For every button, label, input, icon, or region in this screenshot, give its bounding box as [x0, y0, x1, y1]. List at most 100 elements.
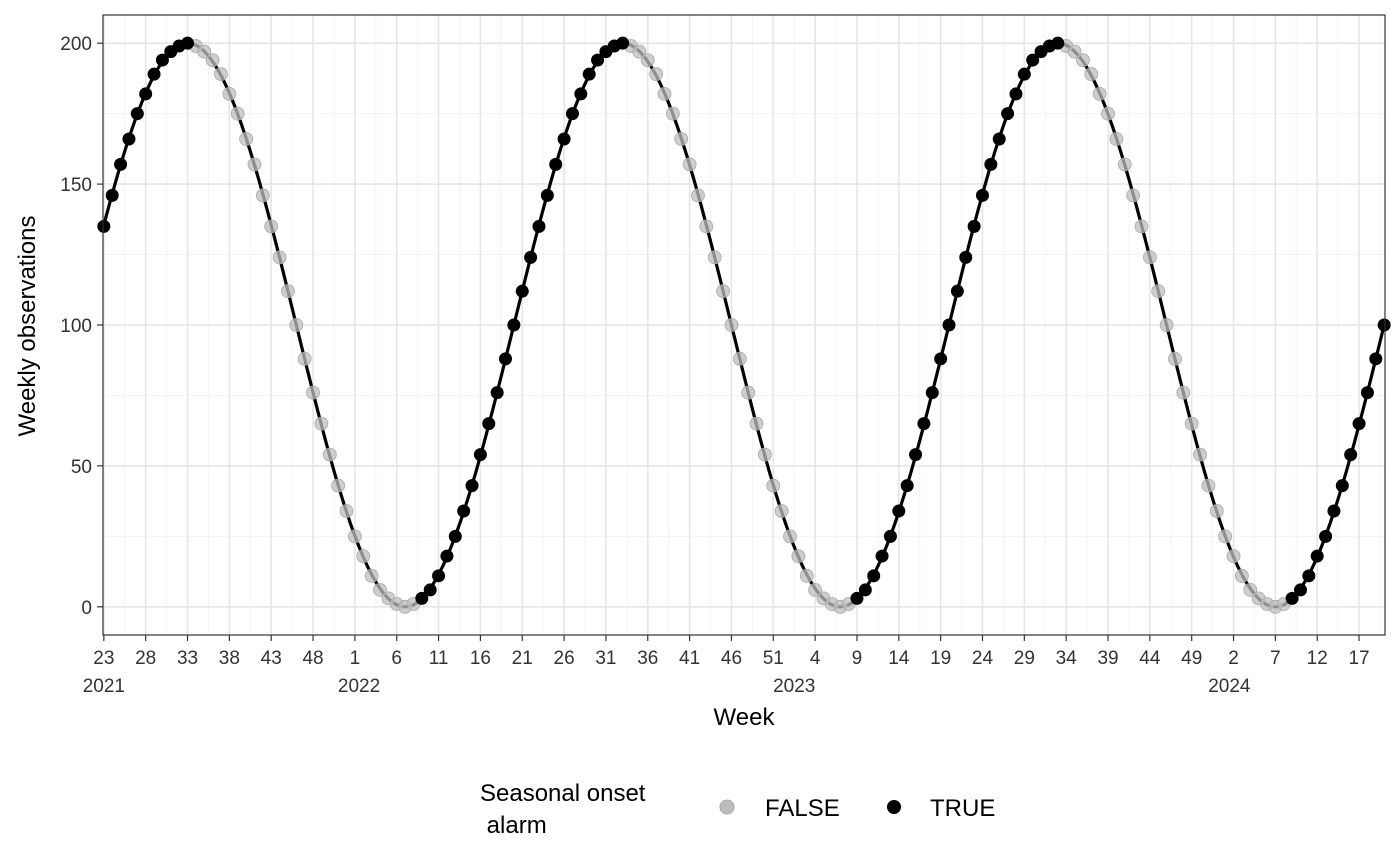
- x-tick-label: 29: [1014, 648, 1035, 669]
- point-alarm-false: [1159, 318, 1174, 332]
- x-tick-label: 44: [1139, 648, 1161, 669]
- point-alarm-false: [1235, 568, 1249, 583]
- point-alarm-false: [1184, 416, 1199, 431]
- point-alarm-true: [850, 591, 864, 605]
- y-tick-label: 0: [81, 598, 92, 619]
- point-alarm-true: [515, 284, 529, 298]
- point-alarm-false: [1209, 504, 1224, 518]
- x-tick-label: 49: [1181, 648, 1202, 669]
- point-alarm-true: [900, 479, 914, 493]
- point-alarm-false: [1243, 583, 1258, 597]
- point-alarm-true: [1026, 53, 1040, 67]
- y-tick-label: 200: [60, 34, 92, 55]
- legend: Seasonal onset alarm FALSE TRUE: [480, 780, 995, 839]
- point-alarm-false: [281, 284, 295, 299]
- point-alarm-false: [774, 504, 789, 518]
- point-alarm-false: [657, 87, 672, 101]
- point-alarm-false: [1101, 106, 1115, 121]
- x-tick-label: 46: [721, 648, 742, 669]
- point-alarm-true: [616, 36, 630, 50]
- point-alarm-false: [255, 188, 270, 203]
- point-alarm-true: [934, 352, 948, 366]
- point-alarm-true: [1377, 318, 1391, 332]
- x-tick-label: 51: [763, 648, 784, 669]
- point-alarm-false: [297, 351, 312, 366]
- x-tick-label: 36: [637, 648, 658, 669]
- point-alarm-true: [130, 107, 144, 121]
- legend-title-line-2: alarm: [480, 812, 547, 839]
- point-alarm-false: [808, 583, 823, 597]
- point-alarm-false: [682, 157, 697, 172]
- point-alarm-true: [992, 132, 1006, 146]
- point-alarm-false: [364, 568, 379, 583]
- point-alarm-false: [799, 568, 814, 583]
- point-alarm-true: [549, 157, 563, 171]
- point-alarm-true: [423, 583, 437, 597]
- point-alarm-false: [783, 529, 797, 544]
- point-alarm-true: [917, 417, 931, 431]
- x-tick-label: 39: [1097, 648, 1118, 669]
- point-alarm-true: [1293, 583, 1307, 597]
- point-alarm-false: [306, 385, 320, 400]
- point-alarm-false: [665, 106, 680, 121]
- point-alarm-true: [524, 250, 538, 264]
- point-alarm-true: [1001, 107, 1015, 121]
- fitted-curve-layer: [102, 41, 1386, 609]
- point-alarm-false: [214, 67, 228, 82]
- point-alarm-true: [499, 352, 513, 366]
- point-alarm-true: [1310, 549, 1324, 563]
- point-alarm-false: [716, 284, 730, 299]
- point-alarm-false: [1168, 351, 1182, 366]
- point-alarm-false: [1142, 250, 1157, 265]
- point-alarm-false: [1117, 157, 1132, 172]
- x-tick-label: 9: [852, 648, 863, 669]
- point-alarm-true: [507, 318, 521, 332]
- point-alarm-false: [1218, 529, 1233, 544]
- point-alarm-false: [1076, 53, 1090, 67]
- x-tick-label: 26: [554, 648, 575, 669]
- point-alarm-false: [373, 583, 387, 597]
- point-alarm-false: [230, 106, 245, 121]
- point-alarm-false: [339, 504, 354, 518]
- x-tick-label: 41: [679, 648, 700, 669]
- point-alarm-false: [205, 53, 220, 67]
- x-tick-label: 7: [1270, 648, 1281, 669]
- x-tick-label: 14: [888, 648, 910, 669]
- point-alarm-false: [1092, 87, 1107, 101]
- point-alarm-false: [1126, 188, 1141, 203]
- point-alarm-false: [1226, 549, 1241, 563]
- x-tick-label: 4: [810, 648, 821, 669]
- point-alarm-false: [632, 44, 647, 59]
- y-axis: 0 50 100 150 200: [60, 34, 103, 619]
- point-alarm-false: [264, 219, 279, 234]
- x-tick-label: 28: [135, 648, 156, 669]
- point-alarm-true: [975, 188, 989, 202]
- y-tick-label: 150: [60, 175, 92, 196]
- point-alarm-false: [1084, 67, 1099, 82]
- point-alarm-true: [155, 53, 169, 67]
- point-alarm-true: [97, 219, 111, 233]
- point-alarm-false: [1176, 385, 1191, 400]
- x-tick-label: 17: [1348, 648, 1369, 669]
- x-tick-label: 48: [302, 648, 323, 669]
- point-alarm-true: [432, 569, 446, 583]
- point-alarm-false: [1201, 478, 1216, 493]
- point-alarm-true: [1344, 448, 1358, 462]
- point-alarm-true: [1360, 386, 1374, 400]
- point-alarm-true: [984, 157, 998, 171]
- point-alarm-true: [1352, 417, 1366, 431]
- point-alarm-false: [272, 250, 287, 265]
- point-alarm-true: [557, 132, 571, 146]
- point-alarm-false: [314, 416, 329, 431]
- point-alarm-true: [147, 67, 161, 81]
- x-tick-label: 12: [1307, 648, 1328, 669]
- x-tick-label: 21: [512, 648, 533, 669]
- point-alarm-true: [925, 386, 939, 400]
- x-tick-label: 24: [972, 648, 994, 669]
- point-alarm-true: [883, 529, 897, 543]
- x-axis: 23 28 33 38 43 48 1 6 11 16 21 26 31 36 41 46 51 4 9 14 19 24…: [83, 635, 1370, 697]
- point-alarm-true: [1009, 87, 1023, 101]
- point-alarm-true: [139, 87, 153, 101]
- point-alarm-true: [473, 448, 487, 462]
- x-tick-label: 16: [470, 648, 491, 669]
